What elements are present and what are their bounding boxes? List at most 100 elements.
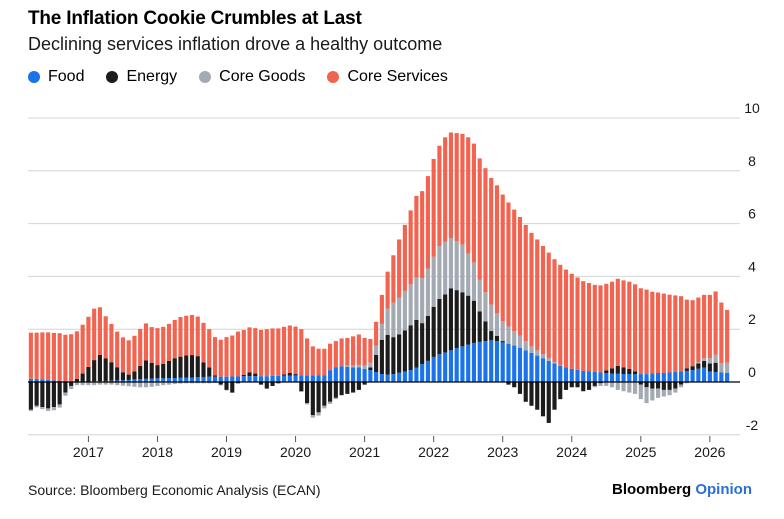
bar-core-services (684, 299, 689, 369)
bar-core-goods (477, 279, 482, 312)
bar-food (161, 378, 166, 382)
bar-energy (328, 382, 333, 402)
bar-energy (397, 334, 402, 373)
bar-core-services (80, 324, 85, 374)
bar-food (661, 372, 666, 382)
bar-food (604, 373, 609, 382)
bar-energy (638, 382, 643, 385)
bar-core-goods (379, 323, 384, 340)
bar-food (443, 352, 448, 382)
brand-name: Bloomberg (612, 481, 692, 498)
bar-core-services (339, 338, 344, 367)
legend: Food Energy Core Goods Core Services (28, 68, 470, 86)
bar-core-goods (425, 268, 430, 316)
bar-food (247, 376, 252, 382)
bar-core-services (500, 194, 505, 322)
x-tick-label: 2021 (349, 444, 380, 460)
bar-energy (512, 382, 517, 388)
bar-core-goods (57, 404, 62, 408)
bar-food (523, 350, 528, 382)
bar-core-services (673, 295, 678, 372)
bar-energy (627, 368, 632, 375)
bar-energy (201, 362, 206, 377)
bar-core-goods (322, 405, 327, 409)
bar-core-goods (391, 302, 396, 338)
bar-core-goods (397, 297, 402, 335)
bar-core-services (477, 158, 482, 280)
bar-food (253, 376, 258, 382)
bar-core-goods (707, 358, 712, 364)
bar-core-goods (120, 382, 126, 386)
bar-energy (195, 356, 200, 378)
bar-energy (230, 382, 235, 393)
bar-food (379, 374, 384, 382)
y-tick-label: 2 (748, 311, 756, 327)
bar-energy (679, 382, 684, 385)
bar-core-goods (552, 362, 557, 364)
bar-energy (598, 382, 603, 384)
bar-food (201, 376, 206, 382)
bar-energy (477, 311, 482, 342)
bar-core-services (632, 284, 638, 372)
y-tick-label: 8 (748, 153, 756, 169)
bar-energy (161, 363, 166, 379)
bar-core-services (661, 293, 666, 373)
legend-label-energy: Energy (126, 68, 178, 85)
bar-food (258, 376, 264, 382)
bar-core-goods (368, 362, 373, 368)
y-tick-label: 6 (748, 206, 756, 222)
bar-core-goods (385, 308, 390, 336)
bar-core-services (707, 294, 712, 359)
bar-core-goods (138, 382, 143, 388)
bar-core-services (40, 332, 45, 380)
bar-core-services (351, 336, 356, 366)
bar-energy (126, 374, 131, 380)
bar-food (328, 370, 333, 382)
bar-core-services (264, 329, 269, 377)
bar-food (184, 377, 189, 382)
bar-energy (132, 371, 137, 380)
bar-food (149, 378, 154, 382)
bar-core-services (443, 137, 448, 242)
bar-energy (57, 382, 62, 405)
bar-core-services (609, 281, 615, 369)
bar-energy (189, 355, 195, 378)
bar-energy (316, 382, 321, 413)
bar-core-goods (500, 321, 505, 342)
bar-core-goods (316, 412, 321, 416)
bar-core-goods (437, 246, 442, 299)
bar-food (477, 341, 482, 382)
bar-core-services (281, 326, 287, 375)
bar-food (166, 378, 172, 382)
bar-core-goods (69, 385, 74, 390)
bar-food (40, 379, 45, 382)
bar-core-goods (632, 382, 638, 394)
x-tick-label: 2025 (625, 444, 656, 460)
bar-core-services (316, 348, 321, 376)
bar-core-services (523, 224, 528, 342)
bar-core-services (345, 337, 350, 366)
bar-core-services (356, 334, 361, 365)
bar-food (725, 372, 730, 382)
bar-core-services (690, 300, 695, 367)
bar-core-services (494, 185, 500, 314)
bar-energy (184, 355, 189, 378)
bar-energy (241, 374, 246, 377)
bar-core-services (143, 323, 149, 361)
bar-core-goods (494, 313, 500, 336)
bar-core-services (667, 294, 672, 373)
bar-core-services (569, 273, 574, 369)
bar-food (615, 373, 620, 382)
legend-swatch-core-goods (199, 71, 212, 83)
bar-food (293, 375, 298, 382)
bar-core-services (126, 340, 131, 375)
bar-core-goods (351, 365, 356, 368)
bar-energy (656, 382, 661, 389)
bar-core-services (212, 337, 218, 376)
bar-food (408, 370, 413, 382)
x-tick-label: 2019 (211, 444, 242, 460)
bar-food (558, 365, 563, 382)
bar-core-services (506, 202, 511, 327)
bar-food (696, 368, 701, 382)
bar-energy (684, 368, 689, 371)
